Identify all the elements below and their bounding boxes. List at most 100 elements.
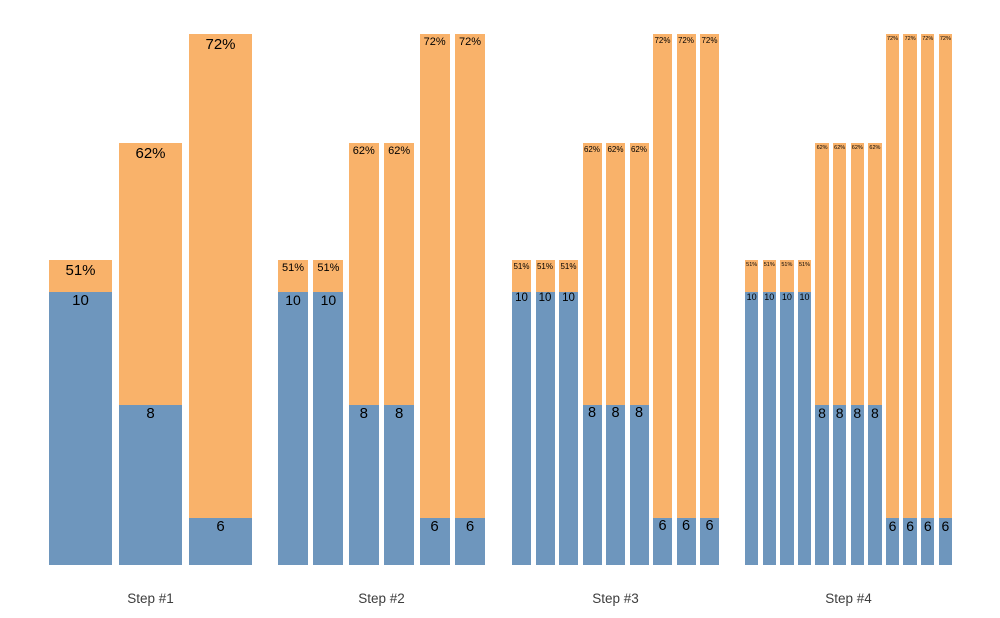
percent-label: 62% (607, 145, 624, 154)
percent-label: 62% (135, 145, 166, 162)
count-label: 6 (465, 518, 475, 535)
blue-segment (653, 518, 672, 565)
blue-segment (921, 518, 935, 565)
percent-label: 51% (560, 262, 577, 271)
count-label: 10 (538, 292, 552, 304)
count-label: 10 (562, 292, 575, 304)
percent-label: 72% (677, 36, 694, 45)
count-label: 8 (146, 405, 155, 422)
count-label: 10 (746, 292, 757, 302)
percent-label: 72% (423, 36, 446, 48)
blue-segment (815, 405, 829, 565)
percent-label: 62% (851, 145, 863, 151)
stacked-bar-step4-51: 51% 10 (780, 260, 794, 565)
stacked-bar-step1-51: 51% 10 (49, 260, 112, 565)
blue-segment (780, 292, 794, 565)
stacked-bar-step3-72: 72% 6 (700, 34, 719, 565)
count-label: 10 (320, 292, 337, 308)
blue-segment (49, 292, 112, 565)
stacked-bar-step4-62: 62% 8 (868, 143, 882, 565)
blue-segment (189, 518, 252, 565)
count-label: 6 (888, 518, 897, 534)
blue-segment (850, 405, 864, 565)
count-label: 8 (871, 405, 879, 421)
count-label: 6 (430, 518, 439, 535)
blue-segment (384, 405, 415, 565)
stacked-bar-step3-51: 51% 10 (512, 260, 531, 565)
x-axis-label-step4: Step #4 (825, 591, 872, 606)
stacked-bar-step1-62: 62% 8 (119, 143, 182, 565)
count-label: 10 (764, 292, 775, 302)
stacked-bar-step4-62: 62% 8 (815, 143, 829, 565)
percent-label: 51% (781, 262, 793, 268)
blue-segment (885, 518, 900, 565)
blue-segment (455, 518, 485, 565)
percent-label: 51% (317, 262, 340, 274)
percent-label: 72% (904, 36, 916, 42)
count-label: 10 (799, 292, 810, 302)
stacked-bar-step3-62: 62% 8 (606, 143, 625, 565)
count-label: 8 (359, 405, 368, 422)
stacked-bar-step4-51: 51% 10 (745, 260, 759, 565)
percent-label: 62% (834, 145, 846, 151)
stacked-bar-step3-51: 51% 10 (535, 260, 555, 565)
percent-label: 62% (583, 145, 600, 154)
percent-label: 72% (458, 36, 482, 48)
percent-label: 62% (869, 145, 881, 151)
percent-label: 72% (654, 36, 671, 45)
blue-segment (700, 518, 719, 565)
percent-label: 72% (922, 36, 934, 42)
percent-label: 51% (281, 262, 305, 274)
stacked-bar-step4-72: 72% 6 (885, 34, 900, 565)
stacked-bar-step3-62: 62% 8 (582, 143, 602, 565)
blue-segment (938, 518, 952, 565)
count-label: 6 (923, 518, 932, 534)
blue-segment (313, 292, 344, 565)
count-label: 10 (285, 292, 301, 308)
count-label: 6 (658, 518, 667, 534)
count-label: 8 (853, 405, 862, 421)
percent-label: 51% (798, 262, 810, 268)
blue-segment (535, 292, 555, 565)
blue-segment (676, 518, 696, 565)
count-label: 8 (395, 405, 404, 422)
percent-label: 62% (352, 145, 375, 157)
percent-label: 72% (939, 36, 951, 42)
count-label: 10 (781, 292, 792, 302)
blue-segment (278, 292, 308, 565)
stacked-bar-step3-72: 72% 6 (676, 34, 696, 565)
percent-label: 51% (763, 262, 775, 268)
blue-segment (606, 405, 625, 565)
blue-segment (833, 405, 847, 565)
stacked-bar-step4-62: 62% 8 (850, 143, 864, 565)
stacked-bar-step3-72: 72% 6 (653, 34, 672, 565)
percent-label: 51% (513, 262, 530, 271)
stacked-bar-step2-62: 62% 8 (384, 143, 415, 565)
count-label: 8 (611, 405, 620, 421)
count-label: 6 (705, 518, 714, 534)
blue-segment (119, 405, 182, 565)
percent-label: 72% (701, 36, 718, 45)
stacked-bar-step2-62: 62% 8 (348, 143, 379, 565)
blue-segment (348, 405, 379, 565)
stacked-bar-step2-51: 51% 10 (313, 260, 344, 565)
count-label: 8 (587, 405, 597, 421)
blue-segment (868, 405, 882, 565)
count-label: 6 (941, 518, 950, 534)
percent-label: 62% (630, 145, 647, 154)
count-label: 8 (818, 405, 826, 421)
stacked-bar-step4-72: 72% 6 (921, 34, 935, 565)
x-axis-label-step3: Step #3 (592, 591, 639, 606)
stacked-bar-step2-72: 72% 6 (455, 34, 485, 565)
percent-label: 62% (388, 145, 411, 157)
blue-segment (762, 292, 776, 565)
blue-segment (629, 405, 649, 565)
stacked-bar-step3-51: 51% 10 (559, 260, 578, 565)
count-label: 6 (681, 518, 691, 534)
count-label: 10 (72, 292, 89, 309)
stacked-bar-step4-51: 51% 10 (762, 260, 776, 565)
stacked-bar-step2-72: 72% 6 (419, 34, 450, 565)
stacked-bar-step2-51: 51% 10 (278, 260, 308, 565)
